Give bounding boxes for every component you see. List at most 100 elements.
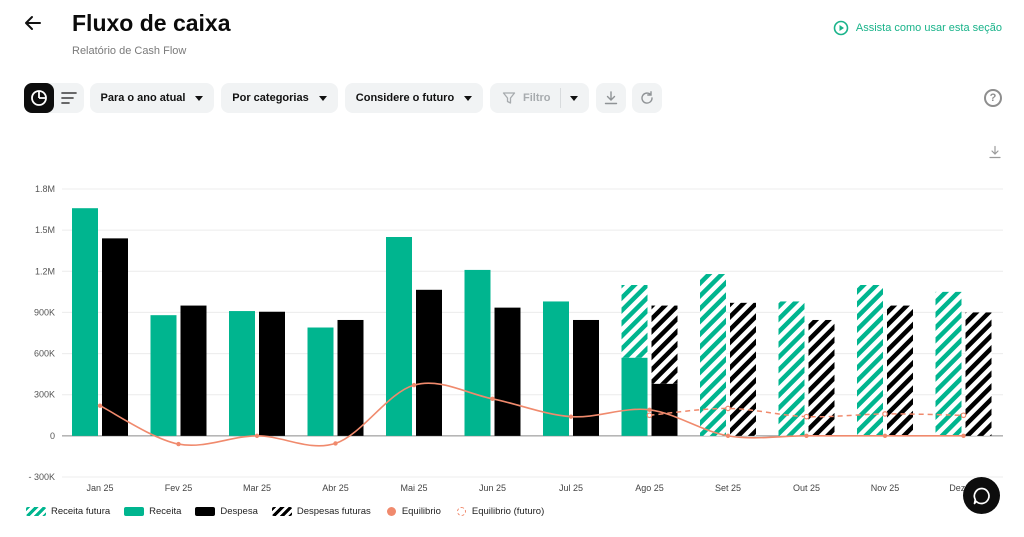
- period-dropdown[interactable]: Para o ano atual: [90, 83, 214, 113]
- download-button[interactable]: [596, 83, 626, 113]
- bar-despesas-futuras: [965, 312, 992, 436]
- bar-despesas-futuras: [808, 319, 835, 436]
- back-arrow-icon[interactable]: [22, 12, 44, 34]
- bar-despesa: [102, 238, 128, 436]
- x-tick-label: Mar 25: [243, 483, 271, 493]
- chevron-down-icon: [195, 95, 204, 101]
- refresh-button[interactable]: [632, 83, 662, 113]
- point-equilibrio-futuro: [646, 412, 653, 419]
- chat-button[interactable]: [963, 477, 1000, 514]
- x-tick-label: Nov 25: [871, 483, 900, 493]
- chevron-down-icon[interactable]: [569, 95, 578, 101]
- bar-despesas-futuras: [887, 305, 913, 436]
- bar-despesa: [573, 319, 599, 436]
- list-icon: [61, 92, 77, 104]
- point-equilibrio-futuro: [803, 413, 810, 420]
- legend-swatch-black: [195, 507, 216, 516]
- bar-receita: [307, 327, 334, 436]
- point-equilibrio: [333, 441, 338, 446]
- y-tick-label: 900K: [34, 307, 55, 317]
- x-tick-label: Jun 25: [479, 483, 506, 493]
- bar-receita: [464, 269, 491, 436]
- point-equilibrio: [804, 433, 809, 439]
- point-equilibrio: [97, 403, 103, 408]
- y-tick-label: 1.8M: [35, 184, 55, 194]
- bar-despesa: [494, 307, 521, 436]
- point-equilibrio: [176, 441, 181, 447]
- chart-download-icon[interactable]: [988, 145, 1002, 159]
- x-tick-label: Ago 25: [635, 483, 664, 493]
- chat-bubble-icon: [973, 487, 990, 504]
- x-tick-label: Abr 25: [322, 483, 349, 493]
- filter-divider: [559, 88, 561, 108]
- point-equilibrio: [725, 433, 731, 439]
- future-dropdown-label: Considere o futuro: [355, 92, 455, 104]
- pie-clock-icon: [31, 90, 47, 106]
- legend-dot-salmon: [386, 507, 396, 516]
- legend-item-equilibrio[interactable]: Equilibrio: [385, 506, 441, 517]
- list-view-button[interactable]: [54, 83, 84, 113]
- chevron-down-icon: [464, 95, 473, 101]
- y-tick-label: 1.2M: [35, 266, 55, 276]
- y-tick-label: - 300K: [28, 472, 55, 482]
- legend-item-receita[interactable]: Receita: [124, 506, 181, 517]
- bar-despesa: [180, 305, 207, 436]
- x-tick-label: Jan 25: [86, 483, 113, 493]
- legend-dot-dashed-salmon: [456, 507, 466, 516]
- download-icon: [604, 91, 618, 105]
- legend-swatch-hatched-green: [26, 507, 46, 516]
- funnel-icon: [502, 92, 516, 104]
- y-tick-label: 0: [50, 431, 55, 441]
- help-question-icon[interactable]: ?: [984, 89, 1002, 107]
- page-title: Fluxo de caixa: [72, 10, 231, 36]
- legend-label: Despesa: [220, 506, 258, 517]
- filter-button[interactable]: Filtro: [490, 83, 589, 113]
- legend-swatch-hatched-black: [271, 507, 292, 516]
- x-tick-label: Mai 25: [400, 483, 427, 493]
- bar-despesa: [416, 289, 442, 436]
- legend-item-receita-futura[interactable]: Receita futura: [26, 506, 110, 517]
- bar-receita-futura: [857, 285, 883, 436]
- bar-receita: [386, 237, 412, 436]
- filter-label: Filtro: [523, 92, 551, 104]
- legend-item-despesas-futuras[interactable]: Despesas futuras: [271, 506, 371, 517]
- legend-label: Equilibrio (futuro): [471, 506, 545, 517]
- legend-label: Receita: [149, 506, 182, 517]
- legend-label: Equilibrio: [401, 506, 441, 517]
- refresh-icon: [641, 91, 653, 104]
- legend-swatch-green: [124, 507, 145, 516]
- point-equilibrio: [961, 433, 966, 439]
- chevron-down-icon: [318, 95, 327, 101]
- bar-receita-futura: [778, 301, 805, 436]
- bar-despesa: [259, 311, 285, 436]
- grouping-dropdown-label: Por categorias: [232, 92, 309, 104]
- legend-item-despesa[interactable]: Despesa: [195, 506, 258, 517]
- period-dropdown-label: Para o ano atual: [100, 92, 186, 104]
- bar-despesa: [337, 319, 364, 436]
- chart-legend: Receita futura Receita Despesa Despesas …: [26, 506, 558, 517]
- bar-receita: [150, 315, 177, 436]
- point-equilibrio-futuro: [725, 405, 731, 412]
- legend-item-equilibrio-futuro[interactable]: Equilibrio (futuro): [455, 506, 544, 517]
- future-dropdown[interactable]: Considere o futuro: [345, 83, 483, 113]
- x-tick-label: Set 25: [715, 483, 741, 493]
- tutorial-link[interactable]: Assista como usar esta seção: [833, 20, 1002, 36]
- tutorial-link-label: Assista como usar esta seção: [855, 22, 1002, 34]
- point-equilibrio: [882, 433, 888, 439]
- grouping-dropdown[interactable]: Por categorias: [221, 83, 338, 113]
- point-equilibrio: [411, 382, 417, 388]
- point-equilibrio-futuro: [882, 411, 888, 417]
- y-tick-label: 600K: [34, 349, 55, 359]
- bar-receita: [72, 208, 98, 436]
- legend-label: Receita futura: [51, 506, 111, 517]
- y-tick-label: 300K: [34, 390, 55, 400]
- point-equilibrio: [647, 407, 652, 412]
- point-equilibrio: [254, 433, 260, 439]
- bar-despesa: [651, 383, 678, 436]
- point-equilibrio-futuro: [960, 412, 967, 419]
- chart-view-button[interactable]: [24, 83, 54, 113]
- bar-despesas-futuras: [651, 305, 678, 384]
- x-tick-label: Jul 25: [559, 483, 583, 493]
- play-circle-icon: [833, 20, 849, 36]
